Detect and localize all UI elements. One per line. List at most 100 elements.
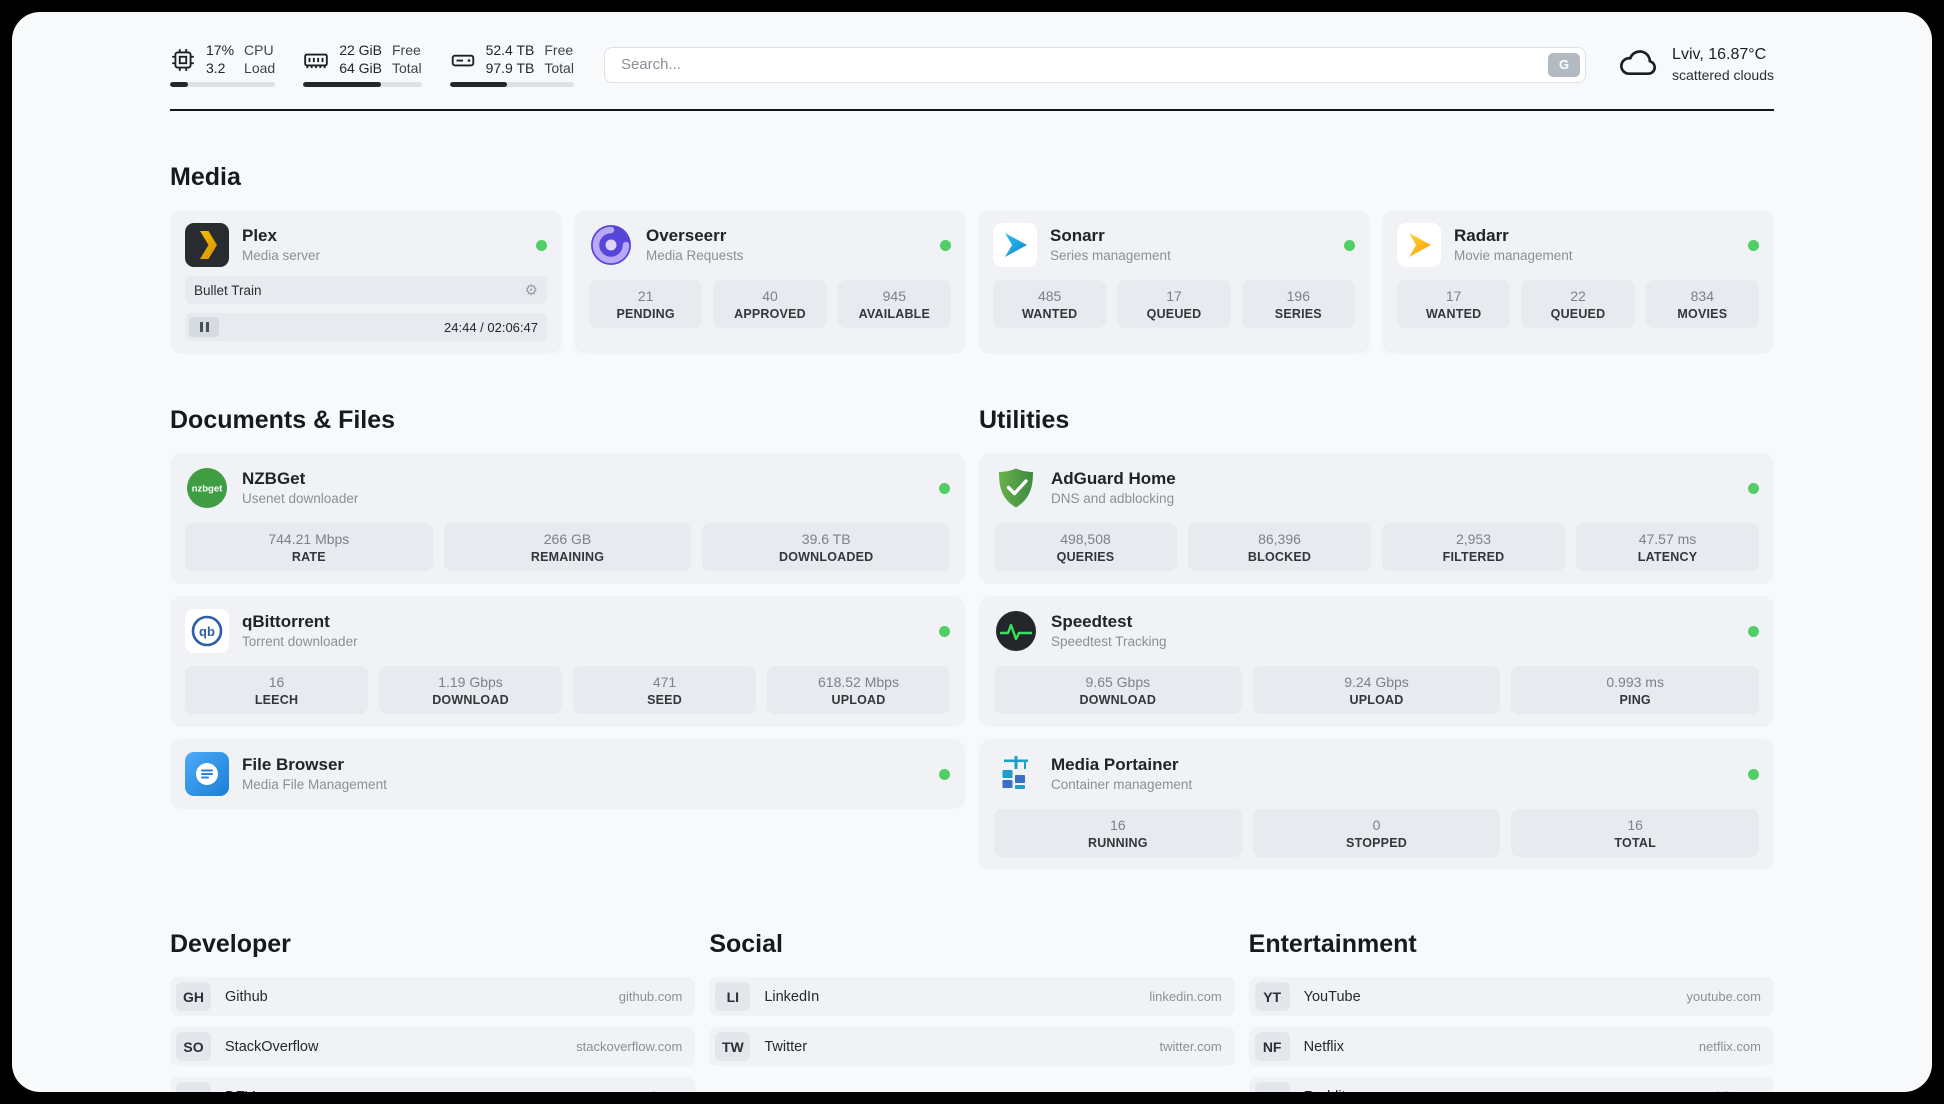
memory-free-value: 22 GiB: [339, 42, 382, 58]
memory-total-value: 64 GiB: [339, 59, 382, 76]
bookmark-reddit[interactable]: RE Reddit reddit.com: [1248, 1077, 1774, 1093]
plex-icon: [185, 223, 229, 267]
search-engine-button[interactable]: G: [1548, 52, 1581, 77]
app-name: Media Portainer: [1051, 755, 1179, 775]
bookmark-name: Reddit: [1304, 1089, 1346, 1093]
section-title-documents: Documents & Files: [170, 406, 396, 434]
section-title-developer: Developer: [170, 930, 291, 958]
portainer-card[interactable]: Media Portainer Container management 16 …: [979, 739, 1774, 870]
app-subtitle: Movie management: [1454, 248, 1573, 264]
bookmark-dev[interactable]: DT DEV dev.to: [170, 1077, 696, 1092]
disk-free-value: 52.4 TB: [485, 42, 535, 58]
app-subtitle: Media server: [242, 248, 321, 264]
disk-label-bottom: Total: [544, 59, 574, 76]
bookmark-badge: TW: [715, 1032, 751, 1061]
bookmark-badge: LI: [715, 982, 751, 1011]
status-dot: [536, 239, 547, 251]
memory-icon: [303, 47, 329, 73]
status-dot: [1748, 768, 1759, 780]
stat-queued: 17 QUEUED: [1117, 280, 1231, 328]
stat-latency: 47.57 ms LATENCY: [1576, 523, 1759, 571]
bookmark-stackoverflow[interactable]: SO StackOverflow stackoverflow.com: [170, 1027, 696, 1066]
bookmark-youtube[interactable]: YT YouTube youtube.com: [1248, 977, 1774, 1016]
radarr-card[interactable]: Radarr Movie management 17 WANTED 22 QUE…: [1382, 210, 1774, 354]
app-subtitle: Series management: [1050, 248, 1171, 264]
disk-total-value: 97.9 TB: [485, 59, 535, 76]
cpu-label-top: CPU: [244, 42, 274, 58]
overseerr-card[interactable]: Overseerr Media Requests 21 PENDING 40 A…: [574, 210, 966, 354]
disk-progress-bar: [449, 82, 574, 87]
disk-label-top: Free: [544, 42, 574, 58]
bookmark-name: Netflix: [1303, 1038, 1344, 1055]
search-input[interactable]: [603, 46, 1587, 83]
weather-condition: scattered clouds: [1672, 66, 1774, 83]
cpu-label-bottom: Load: [244, 59, 276, 76]
bookmark-name: StackOverflow: [225, 1038, 319, 1055]
stat-approved: 40 APPROVED: [713, 280, 827, 328]
stat-filtered: 2,953 FILTERED: [1382, 523, 1565, 571]
status-dot: [1748, 482, 1759, 494]
app-subtitle: Speedtest Tracking: [1051, 634, 1167, 650]
bookmark-badge: NF: [1254, 1032, 1290, 1061]
stat-stopped: 0 STOPPED: [1252, 809, 1501, 857]
stat-pending: 21 PENDING: [589, 280, 703, 328]
stat-running: 16 RUNNING: [994, 809, 1242, 857]
radarr-icon: [1397, 223, 1441, 267]
memory-label-bottom: Total: [392, 59, 422, 76]
app-name: AdGuard Home: [1051, 469, 1176, 489]
section-title-media: Media: [170, 163, 241, 191]
memory-widget: 22 GiB 64 GiB Free Total: [303, 42, 422, 87]
portainer-icon: [994, 752, 1038, 796]
app-name: qBittorrent: [242, 612, 330, 632]
bookmark-twitter[interactable]: TW Twitter twitter.com: [709, 1027, 1235, 1066]
bookmark-url: youtube.com: [1686, 989, 1761, 1004]
disk-widget: 52.4 TB 97.9 TB Free Total: [449, 42, 574, 87]
speedtest-card[interactable]: Speedtest Speedtest Tracking 9.65 Gbps D…: [979, 596, 1774, 727]
section-title-entertainment: Entertainment: [1248, 930, 1417, 958]
section-title-social: Social: [709, 930, 783, 958]
stat-available: 945 AVAILABLE: [837, 280, 951, 328]
media-grid: Plex Media server Bullet Train ⚙ 24:44 /…: [170, 210, 1774, 354]
status-dot: [939, 625, 950, 637]
stat-wanted: 17 WANTED: [1397, 280, 1511, 328]
filebrowser-card[interactable]: File Browser Media File Management: [170, 739, 965, 809]
bookmark-linkedin[interactable]: LI LinkedIn linkedin.com: [709, 977, 1235, 1016]
adguard-card[interactable]: AdGuard Home DNS and adblocking 498,508 …: [979, 453, 1774, 584]
bookmark-badge: GH: [176, 982, 211, 1011]
qbittorrent-card[interactable]: qb qBittorrent Torrent downloader: [170, 596, 965, 727]
stat-upload: 618.52 Mbps UPLOAD: [767, 666, 950, 714]
bookmark-netflix[interactable]: NF Netflix netflix.com: [1248, 1027, 1774, 1066]
svg-text:nzbget: nzbget: [192, 484, 223, 495]
app-subtitle: DNS and adblocking: [1051, 491, 1175, 507]
svg-text:qb: qb: [199, 624, 215, 639]
cloud-icon: [1616, 44, 1660, 85]
playback-time: 24:44 / 02:06:47: [444, 319, 538, 335]
app-subtitle: Usenet downloader: [242, 491, 359, 507]
pause-button[interactable]: [189, 317, 219, 337]
nzbget-card[interactable]: nzbget NZBGet Usenet downloader 74: [170, 453, 965, 584]
bookmark-badge: DT: [176, 1082, 211, 1092]
app-name: Radarr: [1454, 226, 1509, 246]
now-playing-row: Bullet Train ⚙: [185, 276, 547, 304]
stat-total: 16 TOTAL: [1511, 809, 1760, 857]
bookmark-url: reddit.com: [1700, 1089, 1761, 1092]
cpu-widget: 17% 3.2 CPU Load: [170, 42, 276, 87]
stat-downloaded: 39.6 TB DOWNLOADED: [702, 523, 951, 571]
app-name: NZBGet: [242, 469, 306, 489]
app-name: Sonarr: [1050, 226, 1105, 246]
gear-icon[interactable]: ⚙: [524, 281, 538, 299]
memory-label-top: Free: [392, 42, 421, 58]
speedtest-icon: [994, 609, 1038, 653]
app-subtitle: Container management: [1051, 777, 1193, 793]
bookmark-name: LinkedIn: [764, 988, 820, 1005]
app-subtitle: Media Requests: [646, 248, 744, 264]
sonarr-card[interactable]: Sonarr Series management 485 WANTED 17 Q…: [978, 210, 1370, 354]
plex-card[interactable]: Plex Media server Bullet Train ⚙ 24:44 /…: [170, 210, 562, 354]
bookmark-name: Twitter: [764, 1038, 808, 1055]
disk-icon: [450, 47, 476, 73]
bookmark-group-social: Social LI LinkedIn linkedin.com TW Twitt…: [709, 878, 1235, 1066]
cpu-usage-percent: 17%: [206, 42, 235, 58]
status-dot: [1748, 239, 1759, 251]
bookmark-github[interactable]: GH Github github.com: [170, 977, 696, 1016]
nzbget-icon: nzbget: [185, 466, 229, 510]
